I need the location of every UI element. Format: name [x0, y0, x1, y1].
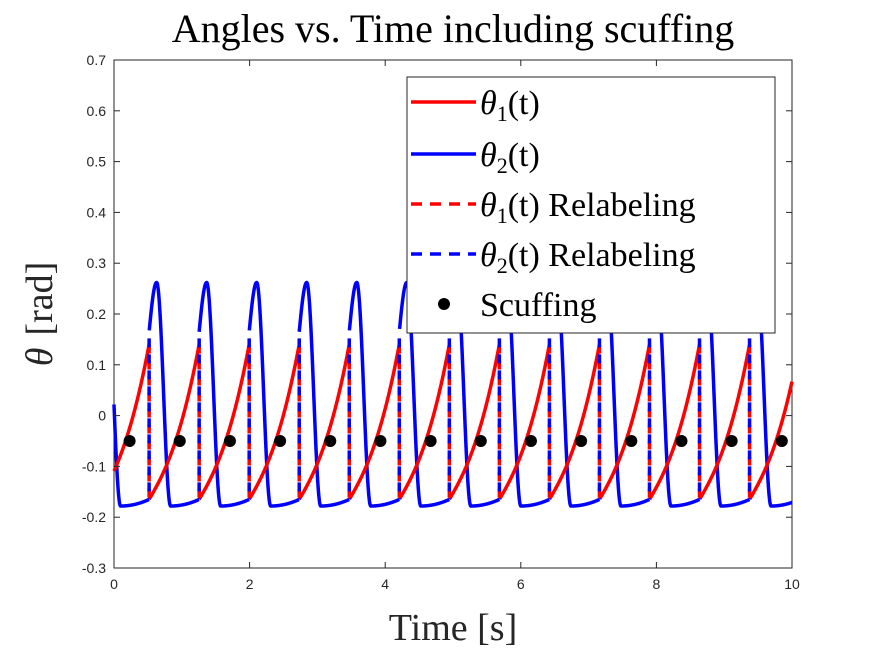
x-tick-label: 8 — [653, 576, 661, 592]
y-axis-label: θ [rad] — [19, 262, 61, 367]
y-tick-label: -0.1 — [82, 458, 106, 474]
legend-entry-label: θ2(t) Relabeling — [480, 237, 696, 278]
y-tick-label: 0.5 — [87, 154, 107, 170]
legend-marker-scuffing — [438, 298, 450, 310]
legend-label-symbol: θ — [480, 137, 497, 174]
y-tick-label: 0 — [98, 408, 106, 424]
y-tick-label: 0.1 — [87, 357, 107, 373]
legend-label-symbol: θ — [480, 85, 497, 122]
scuffing-point — [173, 435, 186, 447]
scuffing-point — [725, 435, 738, 447]
scuffing-point — [274, 435, 287, 447]
y-axis-label-symbol: θ — [19, 348, 61, 367]
scuffing-point — [575, 435, 588, 447]
scuffing-point — [324, 435, 337, 447]
theta2-line — [112, 280, 794, 508]
scuffing-point — [374, 435, 387, 447]
legend-label-subscript: 2 — [497, 153, 508, 178]
x-tick-label: 0 — [110, 576, 118, 592]
legend-label-rest: (t) Relabeling — [508, 187, 696, 224]
x-axis-ticks: 0 2 4 6 8 10 — [110, 60, 800, 592]
scuffing-markers — [123, 435, 788, 447]
y-tick-label: 0.4 — [87, 204, 107, 220]
x-tick-label: 6 — [517, 576, 525, 592]
scuffing-point — [424, 435, 437, 447]
scuffing-point — [123, 435, 136, 447]
legend-label-rest: (t) — [508, 137, 540, 174]
legend-entry-label: θ2(t) — [480, 137, 540, 178]
legend-entry-label: θ1(t) Relabeling — [480, 187, 696, 228]
legend-label-symbol: θ — [480, 237, 497, 274]
y-tick-label: 0.6 — [87, 103, 107, 119]
scuffing-point — [474, 435, 487, 447]
scuffing-point — [524, 435, 537, 447]
x-tick-label: 4 — [381, 576, 389, 592]
legend-label-rest: (t) Relabeling — [508, 237, 696, 274]
y-tick-label: -0.3 — [82, 560, 106, 576]
x-tick-label: 2 — [246, 576, 254, 592]
y-tick-label: 0.7 — [87, 52, 107, 68]
y-tick-label: -0.2 — [82, 509, 106, 525]
data-layer — [112, 280, 794, 508]
theta1-line — [112, 344, 794, 501]
y-axis-label-unit: [rad] — [19, 262, 61, 336]
scuffing-point — [675, 435, 688, 447]
legend-entry-label: Scuffing — [480, 287, 596, 324]
y-tick-label: 0.3 — [87, 255, 107, 271]
scuffing-point — [775, 435, 788, 447]
legend-label-subscript: 1 — [497, 101, 508, 126]
legend-label-rest: (t) — [508, 85, 540, 122]
legend-label-symbol: θ — [480, 187, 497, 224]
y-axis-ticks: -0.3 -0.2 -0.1 0 0.1 0.2 0.3 0.4 0.5 0.6 0.7 — [82, 52, 792, 576]
legend-label-rest: Scuffing — [480, 287, 596, 324]
chart-title: Angles vs. Time including scuffing — [172, 6, 735, 51]
svg-text:θ [rad]: θ [rad] — [19, 262, 61, 367]
scuffing-point — [625, 435, 638, 447]
x-axis-label: Time [s] — [389, 607, 517, 649]
scuffing-point — [223, 435, 236, 447]
legend-label-subscript: 2 — [497, 253, 508, 278]
x-tick-label: 10 — [784, 576, 800, 592]
y-tick-label: 0.2 — [87, 306, 107, 322]
legend-entry-label: θ1(t) — [480, 85, 540, 126]
legend-label-subscript: 1 — [497, 203, 508, 228]
